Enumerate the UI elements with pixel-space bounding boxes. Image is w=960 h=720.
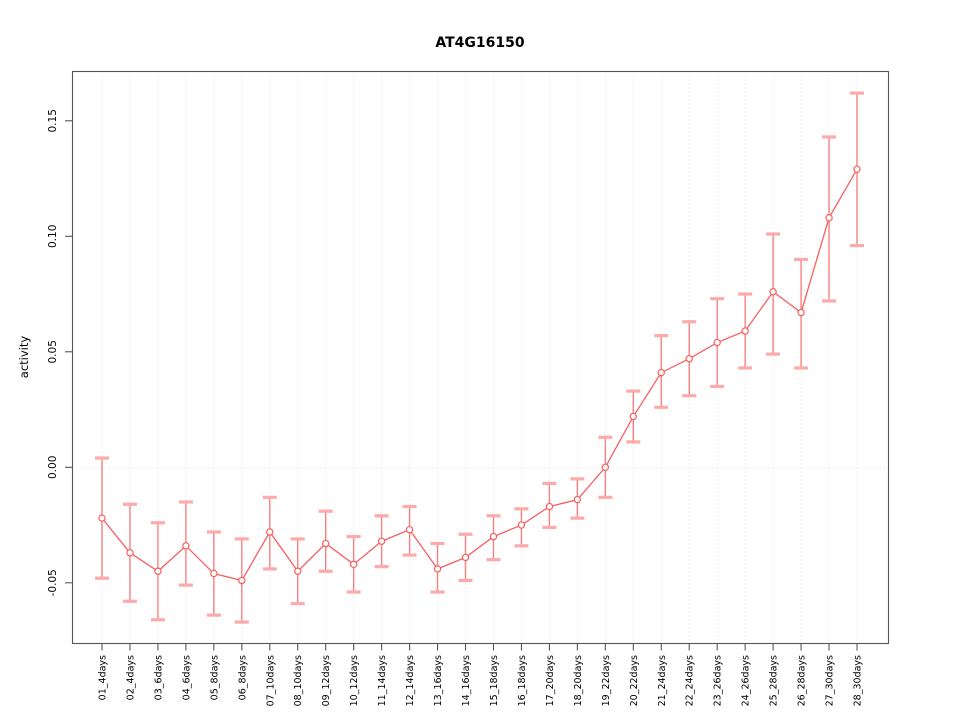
data-point: [629, 412, 637, 421]
x-tick-label: 18_20days: [573, 655, 584, 706]
x-tick-label: 19_22days: [601, 655, 612, 706]
x-tick-label: 12_14days: [405, 655, 416, 706]
y-tick-label: 0.15: [47, 109, 59, 132]
data-point: [797, 308, 805, 317]
data-point: [517, 521, 526, 529]
x-tick-label: 04_6days: [181, 655, 192, 700]
y-tick-label: 0.00: [47, 456, 59, 479]
x-tick-label: 25_28days: [769, 655, 780, 706]
chart-title: AT4G16150: [435, 35, 524, 51]
data-point: [126, 549, 134, 557]
x-tick-label: 23_26days: [713, 655, 724, 706]
grid-layer: [72, 71, 889, 644]
data-point: [154, 567, 162, 575]
x-tick-label: 15_18days: [489, 655, 500, 706]
data-layer: [95, 91, 864, 624]
x-tick-label: 16_18days: [517, 655, 528, 706]
axis-layer: -0.05 0.00 0.05 0.10 0.15 01_4days 02_4days 03_…: [47, 70, 890, 706]
data-point: [713, 338, 721, 347]
y-tick-label: -0.05: [47, 569, 59, 596]
x-tick-label: 17_20days: [545, 655, 556, 706]
x-tick-label: 01_4days: [98, 655, 109, 700]
data-point: [545, 502, 554, 511]
x-tick-label: 02_4days: [125, 655, 136, 700]
x-tick-label: 07_10days: [265, 655, 276, 706]
data-point: [601, 463, 610, 471]
x-tick-label: 11_14days: [377, 655, 388, 706]
data-point: [377, 537, 386, 545]
x-tick-label: 24_26days: [741, 655, 752, 706]
x-tick-label: 06_8days: [237, 655, 248, 700]
y-tick-label: 0.05: [47, 340, 59, 363]
series-line: [101, 168, 858, 582]
x-tick-label: 13_16days: [433, 655, 444, 706]
data-point: [489, 532, 498, 541]
x-tick-label: 03_6days: [153, 655, 164, 700]
x-tick-label: 26_28days: [797, 655, 808, 706]
plot-frame: [71, 70, 890, 645]
x-tick-label: 22_24days: [685, 655, 696, 706]
y-axis-label: activity: [17, 336, 31, 379]
x-tick-label: 28_30days: [853, 655, 864, 706]
x-tick-label: 10_12days: [349, 655, 360, 706]
x-tick-label: 14_16days: [461, 655, 472, 706]
data-point: [433, 565, 442, 573]
data-point: [210, 569, 218, 578]
data-point: [825, 214, 833, 222]
data-point: [294, 567, 302, 575]
x-tick-label: 09_12days: [321, 655, 332, 706]
data-point: [657, 368, 665, 377]
x-tick-label: 27_30days: [825, 655, 836, 706]
data-point: [182, 542, 190, 550]
data-point: [238, 576, 246, 585]
data-point: [573, 495, 582, 504]
data-point: [741, 327, 749, 335]
x-tick-label: 08_10days: [293, 655, 304, 706]
data-point: [853, 165, 861, 174]
data-point: [461, 553, 470, 562]
data-point: [266, 528, 274, 536]
data-point: [322, 539, 330, 548]
data-point: [349, 560, 358, 569]
data-point: [98, 514, 106, 522]
y-tick-label: 0.10: [47, 225, 59, 248]
x-tick-label: 20_22days: [629, 655, 640, 706]
data-point: [685, 355, 693, 363]
x-tick-label: 05_8days: [209, 655, 220, 700]
data-point: [769, 288, 777, 296]
x-tick-label: 21_24days: [657, 655, 668, 706]
data-point: [405, 525, 414, 534]
